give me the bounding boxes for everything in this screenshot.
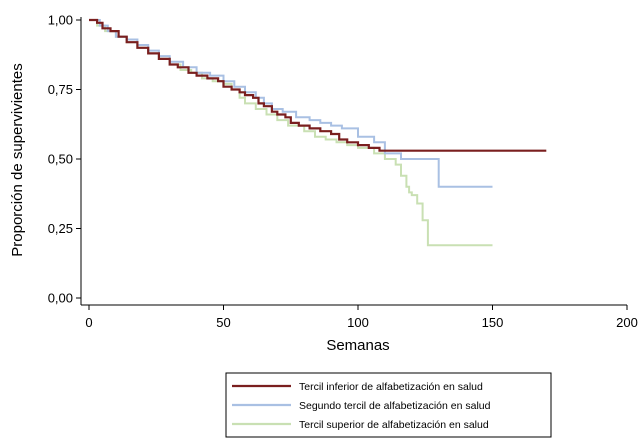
legend-label-2: Segundo tercil de alfabetización en salu… [299,400,491,412]
x-tick-label: 100 [347,315,369,330]
y-tick-label: 0,50 [48,152,73,167]
survival-lines [89,18,547,247]
axes [80,17,627,306]
x-tick-label: 200 [616,315,638,330]
y-tick-label: 1,00 [48,13,73,28]
x-tick-label: 50 [216,315,230,330]
y-ticks: 0,00 0,25 0,50 0,75 1,00 [48,13,81,306]
series-line-2 [89,19,493,188]
legend: Tercil inferior de alfabetización en sal… [225,372,552,438]
x-tick-label: 150 [482,315,504,330]
x-ticks: 0 50 100 150 200 [85,305,638,330]
series-line-1 [89,18,547,152]
legend-label-3: Tercil superior de alfabetización en sal… [299,419,489,431]
x-tick-label: 0 [85,315,92,330]
y-axis-title: Proporción de supervivientes [9,63,26,256]
legend-label-1: Tercil inferior de alfabetización en sal… [299,381,483,393]
y-tick-label: 0,25 [48,221,73,236]
y-tick-label: 0,75 [48,82,73,97]
x-axis-title: Semanas [326,337,389,354]
y-tick-label: 0,00 [48,291,73,306]
